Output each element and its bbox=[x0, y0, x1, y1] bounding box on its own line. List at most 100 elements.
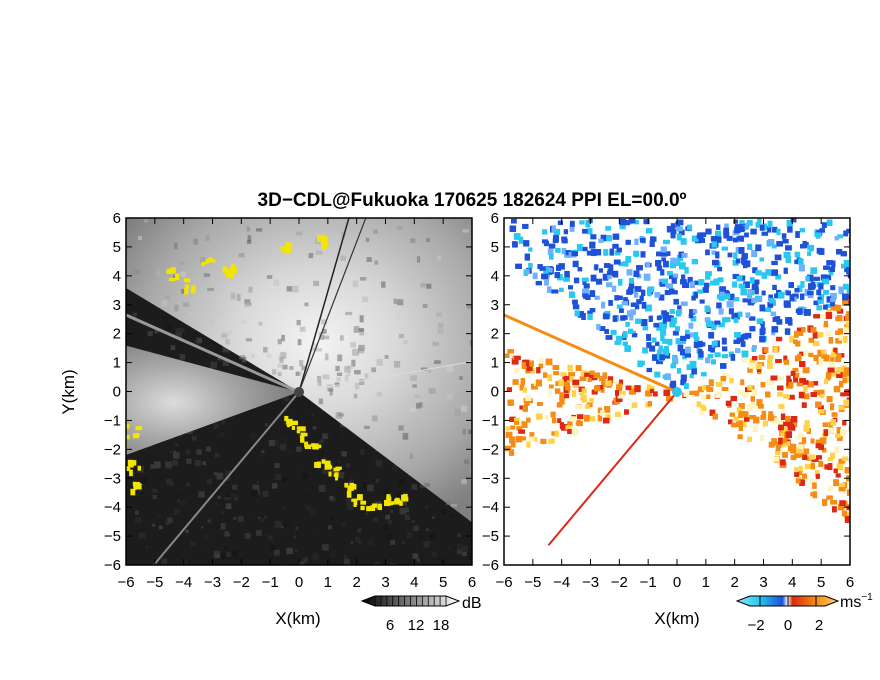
texture-speckle bbox=[344, 366, 351, 373]
velocity-cell bbox=[589, 241, 596, 249]
velocity-cell bbox=[786, 220, 793, 227]
velocity-cell bbox=[614, 250, 621, 256]
texture-speckle bbox=[351, 359, 356, 367]
texture-speckle bbox=[329, 389, 333, 396]
velocity-cell bbox=[625, 385, 632, 391]
velocity-cell bbox=[798, 331, 804, 336]
noise-speckle bbox=[154, 461, 161, 469]
velocity-cell bbox=[511, 358, 519, 365]
x-tick-label: 6 bbox=[846, 574, 854, 591]
velocity-cell bbox=[693, 341, 699, 349]
noise-speckle bbox=[173, 452, 180, 459]
velocity-cell bbox=[815, 439, 820, 445]
y-tick-label: 4 bbox=[113, 268, 121, 285]
velocity-cell bbox=[732, 281, 737, 288]
noise-speckle bbox=[153, 488, 158, 493]
velocity-cell bbox=[805, 275, 810, 282]
velocity-cell bbox=[706, 320, 713, 327]
noise-speckle bbox=[211, 339, 217, 345]
noise-speckle bbox=[200, 526, 204, 529]
texture-speckle bbox=[426, 283, 432, 289]
velocity-cell bbox=[514, 368, 520, 374]
velocity-cell bbox=[594, 385, 601, 392]
velocity-cell bbox=[727, 252, 733, 258]
velocity-cell bbox=[824, 464, 829, 470]
velocity-cell bbox=[808, 337, 815, 343]
saturation-pixel bbox=[304, 444, 312, 450]
velocity-cell bbox=[582, 278, 587, 285]
velocity-cell bbox=[833, 479, 839, 487]
velocity-cell bbox=[765, 269, 772, 276]
noise-speckle bbox=[259, 427, 264, 432]
noise-speckle bbox=[268, 440, 275, 447]
velocity-cell bbox=[733, 317, 739, 323]
saturation-pixel bbox=[291, 425, 296, 430]
velocity-cell bbox=[778, 424, 784, 431]
y-tick-label: −1 bbox=[104, 412, 121, 429]
noise-speckle bbox=[279, 552, 286, 559]
velocity-cell bbox=[581, 313, 586, 320]
velocity-cell bbox=[743, 390, 749, 397]
velocity-cell bbox=[513, 242, 518, 248]
velocity-cell bbox=[801, 327, 806, 333]
velocity-cell bbox=[698, 351, 704, 358]
noise-speckle bbox=[162, 316, 169, 323]
velocity-cell bbox=[577, 414, 584, 420]
velocity-cell bbox=[579, 376, 587, 382]
velocity-cell bbox=[653, 322, 661, 328]
velocity-cell bbox=[846, 505, 850, 511]
texture-speckle bbox=[425, 238, 430, 242]
saturation-pixel bbox=[328, 471, 332, 477]
velocity-cell bbox=[835, 338, 842, 344]
noise-speckle bbox=[185, 529, 189, 534]
reflectivity-sector bbox=[126, 345, 299, 455]
texture-speckle bbox=[247, 234, 252, 242]
velocity-cell bbox=[843, 230, 849, 237]
velocity-cell bbox=[844, 327, 850, 334]
velocity-cell bbox=[736, 236, 742, 241]
noise-speckle bbox=[250, 432, 258, 440]
texture-speckle bbox=[273, 279, 280, 286]
texture-speckle bbox=[366, 257, 372, 262]
velocity-cell bbox=[736, 276, 743, 282]
velocity-cell bbox=[788, 394, 795, 400]
velocity-cell bbox=[522, 223, 529, 229]
saturation-pixel bbox=[390, 501, 395, 505]
texture-speckle bbox=[258, 321, 263, 326]
velocity-cell bbox=[783, 355, 788, 362]
texture-speckle bbox=[337, 354, 343, 362]
texture-speckle bbox=[188, 312, 194, 316]
texture-speckle bbox=[362, 296, 369, 303]
saturation-pixel bbox=[386, 496, 392, 502]
velocity-cell bbox=[772, 316, 779, 323]
noise-speckle bbox=[325, 433, 329, 436]
velocity-cell bbox=[842, 299, 849, 306]
velocity-cell bbox=[525, 269, 530, 275]
velocity-cell bbox=[663, 389, 671, 396]
saturation-pixel bbox=[346, 490, 352, 498]
noise-speckle bbox=[307, 493, 313, 498]
velocity-cell bbox=[656, 265, 663, 271]
velocity-cell bbox=[751, 250, 758, 258]
texture-speckle bbox=[352, 348, 360, 356]
radar-site-marker-right bbox=[672, 387, 682, 397]
noise-speckle bbox=[192, 435, 197, 441]
noise-speckle bbox=[343, 554, 348, 558]
texture-speckle bbox=[462, 229, 470, 233]
velocity-cell bbox=[692, 309, 698, 314]
velocity-cell bbox=[514, 420, 520, 425]
texture-speckle bbox=[345, 134, 351, 141]
texture-speckle bbox=[430, 156, 437, 161]
velocity-cell bbox=[600, 410, 605, 416]
velocity-cell bbox=[835, 433, 841, 438]
velocity-cell bbox=[747, 385, 753, 391]
velocity-cell bbox=[512, 379, 519, 385]
velocity-cell bbox=[819, 228, 825, 233]
velocity-cell bbox=[780, 437, 787, 444]
velocity-cell bbox=[600, 387, 605, 393]
texture-speckle bbox=[323, 335, 330, 340]
saturation-pixel bbox=[137, 465, 141, 471]
velocity-cell bbox=[628, 278, 635, 284]
texture-speckle bbox=[326, 384, 334, 392]
velocity-cell bbox=[777, 385, 784, 391]
